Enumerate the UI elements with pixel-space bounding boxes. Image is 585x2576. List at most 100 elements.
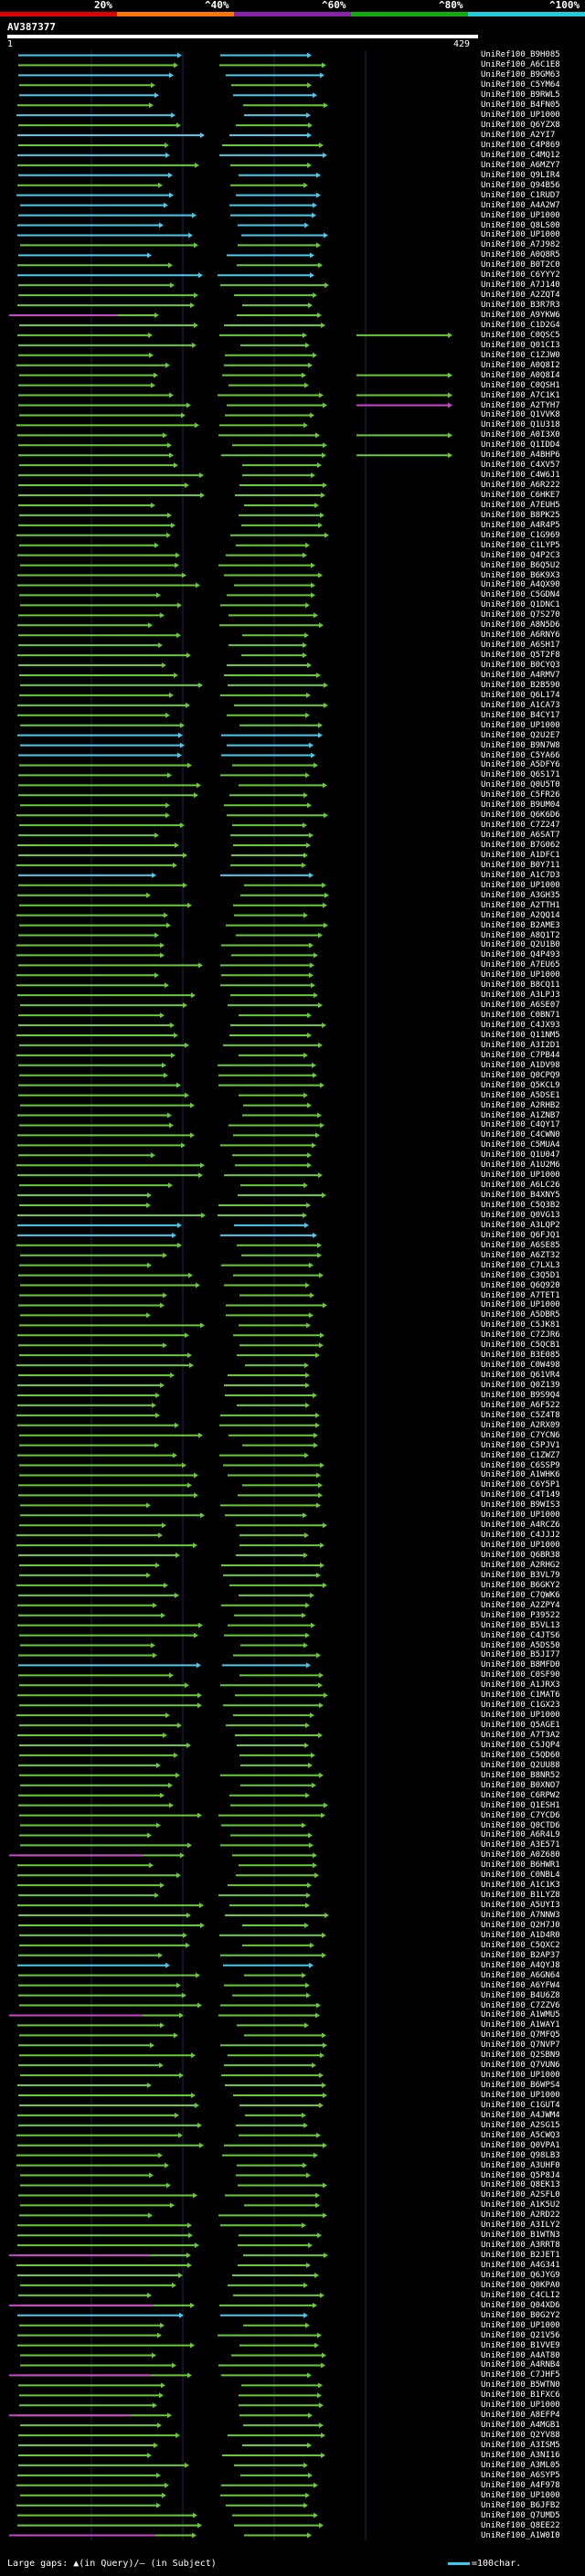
hit-label[interactable]: UniRef100_C4XV57 <box>481 461 560 471</box>
hit-label[interactable]: UniRef100_A3LQP2 <box>481 1220 560 1230</box>
hit-label[interactable]: UniRef100_C7JHF5 <box>481 2370 560 2380</box>
hit-label[interactable]: UniRef100_A1K5U2 <box>481 2200 560 2210</box>
hit-label[interactable]: UniRef100_A1ZNB7 <box>481 1110 560 1120</box>
hit-label[interactable]: UniRef100_C7QWK6 <box>481 1590 560 1600</box>
hit-label[interactable]: UniRef100_A9YKW6 <box>481 311 560 320</box>
hit-label[interactable]: UniRef100_B0XNO7 <box>481 1780 560 1790</box>
hit-label[interactable]: UniRef100_B6Q5U2 <box>481 560 560 570</box>
hit-label[interactable]: UniRef100_B9UM04 <box>481 800 560 811</box>
hit-label[interactable]: UniRef100_UP1000 <box>481 2071 560 2081</box>
hit-label[interactable]: UniRef100_B6HWR1 <box>481 1860 560 1871</box>
hit-label[interactable]: UniRef100_UP1000 <box>481 1711 560 1721</box>
hit-label[interactable]: UniRef100_A3I2D1 <box>481 1040 560 1050</box>
hit-label[interactable]: UniRef100_Q6FJQ1 <box>481 1230 560 1240</box>
hit-label[interactable]: UniRef100_A1D4R0 <box>481 1930 560 1940</box>
hit-label[interactable]: UniRef100_A3RRT8 <box>481 2241 560 2251</box>
hit-label[interactable]: UniRef100_A7NNW3 <box>481 1911 560 1920</box>
hit-label[interactable]: UniRef100_C1D2G4 <box>481 320 560 330</box>
hit-label[interactable]: UniRef100_Q6K6D6 <box>481 811 560 821</box>
hit-label[interactable]: UniRef100_B4U6Z8 <box>481 1990 560 2000</box>
hit-label[interactable]: UniRef100_Q0CPQ9 <box>481 1070 560 1080</box>
hit-label[interactable]: UniRef100_A3GH35 <box>481 890 560 900</box>
hit-label[interactable]: UniRef100_A6SH17 <box>481 641 560 651</box>
hit-label[interactable]: UniRef100_Q11NM5 <box>481 1030 560 1040</box>
hit-label[interactable]: UniRef100_Q0U5T0 <box>481 780 560 790</box>
hit-label[interactable]: UniRef100_C5QXC2 <box>481 1940 560 1950</box>
hit-label[interactable]: UniRef100_Q8LS00 <box>481 220 560 230</box>
hit-label[interactable]: UniRef100_A6SE85 <box>481 1240 560 1250</box>
hit-label[interactable]: UniRef100_A3NI16 <box>481 2450 560 2460</box>
hit-label[interactable]: UniRef100_C1GUT4 <box>481 2100 560 2110</box>
hit-label[interactable]: UniRef100_Q2U1B0 <box>481 940 560 950</box>
hit-label[interactable]: UniRef100_C5YA66 <box>481 750 560 760</box>
hit-label[interactable]: UniRef100_A4QYJ8 <box>481 1960 560 1970</box>
hit-label[interactable]: UniRef100_B8PK25 <box>481 510 560 520</box>
hit-label[interactable]: UniRef100_Q1U047 <box>481 1150 560 1161</box>
hit-label[interactable]: UniRef100_A1C7D3 <box>481 870 560 880</box>
hit-label[interactable]: UniRef100_C6SSP9 <box>481 1460 560 1470</box>
hit-label[interactable]: UniRef100_Q6BR38 <box>481 1551 560 1561</box>
hit-label[interactable]: UniRef100_C1ZJW0 <box>481 350 560 360</box>
hit-label[interactable]: UniRef100_A6R4L9 <box>481 1830 560 1840</box>
hit-label[interactable]: UniRef100_A6SAT7 <box>481 831 560 841</box>
hit-label[interactable]: UniRef100_A0Q8I2 <box>481 360 560 370</box>
hit-label[interactable]: UniRef100_A1WHK6 <box>481 1470 560 1480</box>
hit-label[interactable]: UniRef100_A2SG15 <box>481 2120 560 2130</box>
hit-label[interactable]: UniRef100_B5VL13 <box>481 1620 560 1630</box>
hit-label[interactable]: UniRef100_B1LYZ8 <box>481 1891 560 1901</box>
hit-label[interactable]: UniRef100_Q0KPA0 <box>481 2280 560 2290</box>
hit-label[interactable]: UniRef100_C5JK81 <box>481 1320 560 1330</box>
hit-label[interactable]: UniRef100_C1LYP5 <box>481 540 560 550</box>
hit-label[interactable]: UniRef100_Q1U318 <box>481 420 560 430</box>
hit-label[interactable]: UniRef100_A3E571 <box>481 1840 560 1850</box>
hit-label[interactable]: UniRef100_A5DBR5 <box>481 1310 560 1320</box>
hit-label[interactable]: UniRef100_Q5KCL9 <box>481 1080 560 1090</box>
hit-label[interactable]: UniRef100_C1G969 <box>481 530 560 540</box>
hit-label[interactable]: UniRef100_A7T3A2 <box>481 1731 560 1741</box>
hit-label[interactable]: UniRef100_B5WTN0 <box>481 2380 560 2390</box>
hit-label[interactable]: UniRef100_Q7S270 <box>481 610 560 620</box>
hit-label[interactable]: UniRef100_A3UHF0 <box>481 2160 560 2170</box>
hit-label[interactable]: UniRef100_B1WTN3 <box>481 2231 560 2241</box>
hit-label[interactable]: UniRef100_A4F978 <box>481 2480 560 2490</box>
hit-label[interactable]: UniRef100_A0I3X0 <box>481 430 560 440</box>
hit-label[interactable]: UniRef100_Q1DNC1 <box>481 600 560 610</box>
hit-label[interactable]: UniRef100_Q21V56 <box>481 2330 560 2340</box>
hit-label[interactable]: UniRef100_B1VVE9 <box>481 2340 560 2350</box>
hit-label[interactable]: UniRef100_C7YCD6 <box>481 1810 560 1820</box>
hit-label[interactable]: UniRef100_C1MAT6 <box>481 1691 560 1701</box>
hit-label[interactable]: UniRef100_A7EUH5 <box>481 500 560 510</box>
hit-label[interactable]: UniRef100_B5JI77 <box>481 1650 560 1660</box>
hit-label[interactable]: UniRef100_Q6Q920 <box>481 1280 560 1290</box>
hit-label[interactable]: UniRef100_Q98LB3 <box>481 2150 560 2160</box>
hit-label[interactable]: UniRef100_A6SYP5 <box>481 2470 560 2480</box>
hit-label[interactable]: UniRef100_UP1000 <box>481 1171 560 1181</box>
hit-label[interactable]: UniRef100_C4QY17 <box>481 1120 560 1130</box>
hit-label[interactable]: UniRef100_C4CWN0 <box>481 1130 560 1140</box>
hit-label[interactable]: UniRef100_B4CY17 <box>481 710 560 720</box>
hit-label[interactable]: UniRef100_B9RWL5 <box>481 90 560 101</box>
hit-label[interactable]: UniRef100_UP1000 <box>481 2320 560 2330</box>
hit-label[interactable]: UniRef100_C1ZWZ7 <box>481 1450 560 1460</box>
hit-label[interactable]: UniRef100_C7Z247 <box>481 821 560 831</box>
hit-label[interactable]: UniRef100_A1C1K3 <box>481 1881 560 1891</box>
hit-label[interactable]: UniRef100_C0QSC5 <box>481 330 560 340</box>
hit-label[interactable]: UniRef100_B6WPS4 <box>481 2081 560 2091</box>
hit-label[interactable]: UniRef100_Q6L174 <box>481 690 560 700</box>
hit-label[interactable]: UniRef100_Q01CI3 <box>481 340 560 350</box>
hit-label[interactable]: UniRef100_A6YFW4 <box>481 1980 560 1990</box>
hit-label[interactable]: UniRef100_C1GX23 <box>481 1701 560 1711</box>
hit-label[interactable]: UniRef100_UP1000 <box>481 1541 560 1551</box>
hit-label[interactable]: UniRef100_A4AT80 <box>481 2350 560 2360</box>
hit-label[interactable]: UniRef100_C5PJV1 <box>481 1440 560 1450</box>
hit-label[interactable]: UniRef100_A6LC26 <box>481 1181 560 1191</box>
hit-label[interactable]: UniRef100_B6K9X3 <box>481 570 560 580</box>
hit-label[interactable]: UniRef100_A4RNB4 <box>481 2360 560 2370</box>
hit-label[interactable]: UniRef100_UP1000 <box>481 111 560 121</box>
hit-label[interactable]: UniRef100_A2TTH1 <box>481 900 560 910</box>
hit-label[interactable]: UniRef100_A8EFP4 <box>481 2411 560 2421</box>
hit-label[interactable]: UniRef100_Q0CTD6 <box>481 1820 560 1830</box>
hit-label[interactable]: UniRef100_A4R4P5 <box>481 520 560 530</box>
hit-label[interactable]: UniRef100_A8Q1T2 <box>481 930 560 940</box>
hit-label[interactable]: UniRef100_C1RUD7 <box>481 190 560 200</box>
